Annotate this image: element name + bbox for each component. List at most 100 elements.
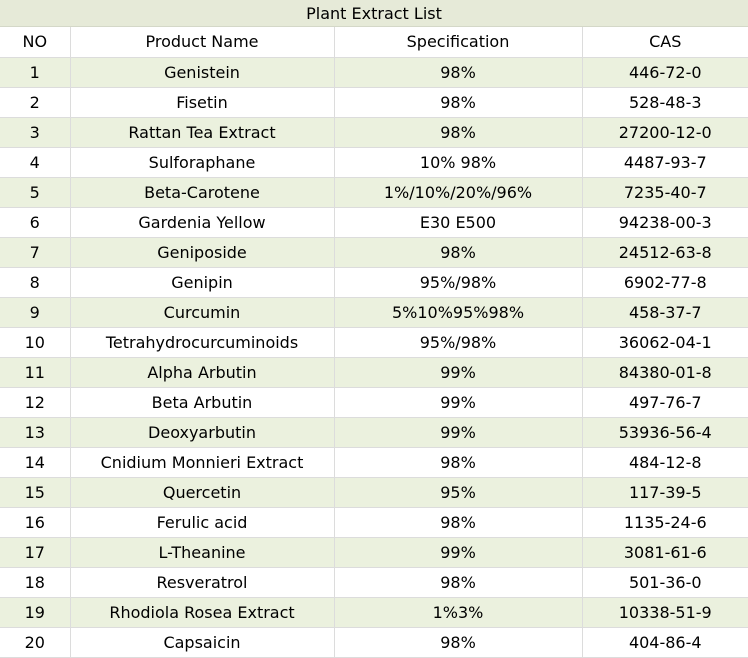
- cell-product-name: Geniposide: [70, 237, 335, 268]
- cell-product-name: Alpha Arbutin: [70, 357, 335, 388]
- cell-cas: 446-72-0: [582, 57, 748, 88]
- cell-cas: 4487-93-7: [582, 147, 748, 178]
- cell-specification: 98%: [334, 627, 583, 658]
- table-row: 19 Rhodiola Rosea Extract 1%3% 10338-51-9: [0, 597, 748, 628]
- table-row: 1 Genistein 98% 446-72-0: [0, 57, 748, 88]
- cell-no: 18: [0, 567, 71, 598]
- cell-no: 4: [0, 147, 71, 178]
- cell-no: 3: [0, 117, 71, 148]
- cell-no: 13: [0, 417, 71, 448]
- cell-product-name: Beta-Carotene: [70, 177, 335, 208]
- cell-cas: 7235-40-7: [582, 177, 748, 208]
- cell-specification: 99%: [334, 417, 583, 448]
- cell-product-name: Tetrahydrocurcuminoids: [70, 327, 335, 358]
- cell-product-name: Quercetin: [70, 477, 335, 508]
- table-row: 2 Fisetin 98% 528-48-3: [0, 87, 748, 118]
- cell-cas: 27200-12-0: [582, 117, 748, 148]
- cell-cas: 10338-51-9: [582, 597, 748, 628]
- cell-product-name: Rattan Tea Extract: [70, 117, 335, 148]
- cell-specification: 99%: [334, 357, 583, 388]
- cell-specification: 5%10%95%98%: [334, 297, 583, 328]
- table-row: 10 Tetrahydrocurcuminoids 95%/98% 36062-04-…: [0, 327, 748, 358]
- cell-no: 8: [0, 267, 71, 298]
- cell-specification: 95%: [334, 477, 583, 508]
- cell-no: 9: [0, 297, 71, 328]
- cell-specification: 98%: [334, 567, 583, 598]
- cell-product-name: Curcumin: [70, 297, 335, 328]
- cell-specification: 99%: [334, 387, 583, 418]
- cell-specification: 98%: [334, 117, 583, 148]
- cell-no: 15: [0, 477, 71, 508]
- cell-specification: 98%: [334, 87, 583, 118]
- cell-product-name: Sulforaphane: [70, 147, 335, 178]
- table-row: 16 Ferulic acid 98% 1135-24-6: [0, 507, 748, 538]
- table-row: 12 Beta Arbutin 99% 497-76-7: [0, 387, 748, 418]
- table-row: 13 Deoxyarbutin 99% 53936-56-4: [0, 417, 748, 448]
- table-row: 11 Alpha Arbutin 99% 84380-01-8: [0, 357, 748, 388]
- cell-specification: E30 E500: [334, 207, 583, 238]
- cell-no: 19: [0, 597, 71, 628]
- cell-specification: 98%: [334, 507, 583, 538]
- sheet-title: Plant Extract List: [0, 0, 748, 27]
- cell-cas: 36062-04-1: [582, 327, 748, 358]
- cell-cas: 458-37-7: [582, 297, 748, 328]
- table-row: 4 Sulforaphane 10% 98% 4487-93-7: [0, 147, 748, 178]
- cell-no: 11: [0, 357, 71, 388]
- cell-no: 5: [0, 177, 71, 208]
- column-header-product-name: Product Name: [70, 27, 335, 58]
- cell-specification: 98%: [334, 447, 583, 478]
- cell-specification: 10% 98%: [334, 147, 583, 178]
- cell-product-name: Genistein: [70, 57, 335, 88]
- cell-cas: 528-48-3: [582, 87, 748, 118]
- cell-no: 12: [0, 387, 71, 418]
- column-header-specification: Specification: [334, 27, 583, 58]
- cell-cas: 497-76-7: [582, 387, 748, 418]
- cell-no: 10: [0, 327, 71, 358]
- cell-specification: 95%/98%: [334, 267, 583, 298]
- cell-product-name: L-Theanine: [70, 537, 335, 568]
- cell-specification: 99%: [334, 537, 583, 568]
- cell-product-name: Deoxyarbutin: [70, 417, 335, 448]
- cell-product-name: Ferulic acid: [70, 507, 335, 538]
- table-row: 8 Genipin 95%/98% 6902-77-8: [0, 267, 748, 298]
- cell-cas: 501-36-0: [582, 567, 748, 598]
- cell-product-name: Capsaicin: [70, 627, 335, 658]
- cell-cas: 53936-56-4: [582, 417, 748, 448]
- table-row: 20 Capsaicin 98% 404-86-4: [0, 627, 748, 658]
- product-table: NO Product Name Specification CAS 1 Genis…: [0, 27, 748, 658]
- column-header-no: NO: [0, 27, 71, 58]
- cell-no: 1: [0, 57, 71, 88]
- cell-cas: 1135-24-6: [582, 507, 748, 538]
- table-body: 1 Genistein 98% 446-72-0 2 Fisetin 98% 528-48-3…: [0, 57, 748, 658]
- cell-product-name: Rhodiola Rosea Extract: [70, 597, 335, 628]
- cell-specification: 1%/10%/20%/96%: [334, 177, 583, 208]
- cell-cas: 94238-00-3: [582, 207, 748, 238]
- cell-no: 6: [0, 207, 71, 238]
- cell-product-name: Fisetin: [70, 87, 335, 118]
- cell-cas: 404-86-4: [582, 627, 748, 658]
- cell-product-name: Genipin: [70, 267, 335, 298]
- cell-cas: 117-39-5: [582, 477, 748, 508]
- column-header-cas: CAS: [582, 27, 748, 58]
- cell-specification: 1%3%: [334, 597, 583, 628]
- cell-no: 20: [0, 627, 71, 658]
- cell-product-name: Cnidium Monnieri Extract: [70, 447, 335, 478]
- cell-specification: 95%/98%: [334, 327, 583, 358]
- cell-product-name: Gardenia Yellow: [70, 207, 335, 238]
- table-row: 15 Quercetin 95% 117-39-5: [0, 477, 748, 508]
- cell-cas: 484-12-8: [582, 447, 748, 478]
- cell-no: 2: [0, 87, 71, 118]
- cell-cas: 84380-01-8: [582, 357, 748, 388]
- cell-cas: 6902-77-8: [582, 267, 748, 298]
- cell-no: 17: [0, 537, 71, 568]
- table-row: 14 Cnidium Monnieri Extract 98% 484-12-8: [0, 447, 748, 478]
- cell-product-name: Beta Arbutin: [70, 387, 335, 418]
- cell-cas: 3081-61-6: [582, 537, 748, 568]
- cell-product-name: Resveratrol: [70, 567, 335, 598]
- cell-no: 7: [0, 237, 71, 268]
- cell-no: 14: [0, 447, 71, 478]
- cell-cas: 24512-63-8: [582, 237, 748, 268]
- table-row: 3 Rattan Tea Extract 98% 27200-12-0: [0, 117, 748, 148]
- table-row: 9 Curcumin 5%10%95%98% 458-37-7: [0, 297, 748, 328]
